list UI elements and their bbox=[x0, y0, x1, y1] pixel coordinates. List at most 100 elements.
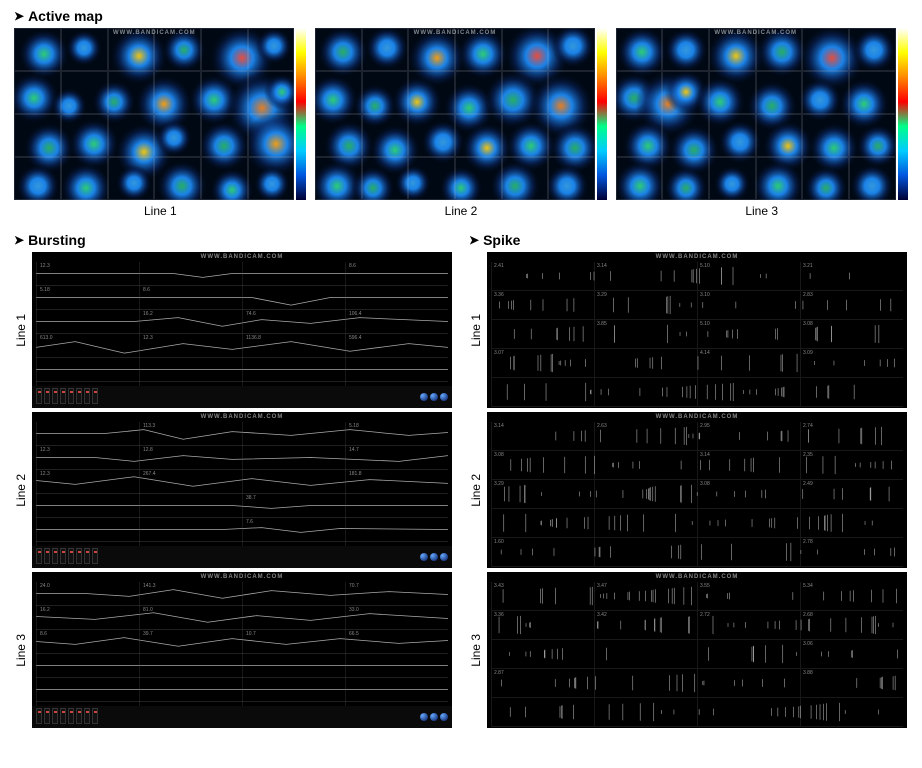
burst-cell-value: 12.3 bbox=[40, 263, 50, 269]
colorbar-3 bbox=[898, 28, 908, 200]
heatmap-1: WWW.BANDICAM.COM bbox=[14, 28, 294, 200]
burst-line-label: Line 3 bbox=[14, 634, 28, 667]
spike-cell-value: 3.21 bbox=[803, 263, 813, 269]
burst-cell-value: 16.2 bbox=[143, 311, 153, 317]
watermark: WWW.BANDICAM.COM bbox=[113, 30, 196, 36]
spike-cell-value: 4.14 bbox=[700, 350, 710, 356]
spike-cell-value: 2.74 bbox=[803, 423, 813, 429]
spike-cell-value: 3.10 bbox=[700, 292, 710, 298]
heatmap-label: Line 2 bbox=[445, 204, 478, 218]
burst-cell-value: 267.4 bbox=[143, 471, 156, 477]
burst-cell-value: 12.3 bbox=[143, 335, 153, 341]
burst-panel: WWW.BANDICAM.COM24.0141.370.716.281.033.… bbox=[32, 572, 452, 728]
heatmap-label: Line 3 bbox=[745, 204, 778, 218]
spike-line-label: Line 3 bbox=[469, 634, 483, 667]
burst-cell-value: 24.0 bbox=[40, 583, 50, 589]
bursting-panels: Line 1WWW.BANDICAM.COM12.38.65.188.616.2… bbox=[14, 252, 453, 732]
spike-cell-value: 2.41 bbox=[494, 263, 504, 269]
burst-cell-value: 113.3 bbox=[143, 423, 155, 429]
burst-cell-value: 5.18 bbox=[349, 423, 359, 429]
spike-cell-value: 2.35 bbox=[803, 452, 813, 458]
spike-cell-value: 2.87 bbox=[494, 670, 504, 676]
burst-cell-value: 596.4 bbox=[349, 335, 362, 341]
active-map-item: WWW.BANDICAM.COM Line 3 bbox=[615, 28, 908, 218]
active-maps-row: WWW.BANDICAM.COMLine 1WWW.BANDICAM.COMLi… bbox=[14, 28, 908, 218]
control-dots[interactable] bbox=[420, 548, 448, 566]
bursting-title: Bursting bbox=[28, 232, 86, 248]
spike-cell-value: 3.42 bbox=[597, 612, 607, 618]
spike-cell-value: 3.43 bbox=[494, 583, 504, 589]
spike-line-label: Line 1 bbox=[469, 314, 483, 347]
burst-footer bbox=[32, 386, 452, 408]
spike-cell-value: 3.14 bbox=[700, 452, 710, 458]
spike-cell-value: 3.36 bbox=[494, 612, 504, 618]
burst-cell-value: 106.4 bbox=[349, 311, 362, 317]
spike-cell-value: 3.85 bbox=[597, 321, 607, 327]
spike-cell-value: 3.08 bbox=[700, 481, 710, 487]
colorbar-1 bbox=[296, 28, 306, 200]
spike-cell-value: 3.55 bbox=[700, 583, 710, 589]
spike-cell-value: 5.10 bbox=[700, 321, 710, 327]
spike-cell-value: 2.63 bbox=[597, 423, 607, 429]
burst-cell-value: 33.0 bbox=[349, 607, 359, 613]
watermark: WWW.BANDICAM.COM bbox=[201, 574, 284, 580]
spike-panel: WWW.BANDICAM.COM2.413.145.103.213.363.29… bbox=[487, 252, 907, 408]
active-map-header: ➤ Active map bbox=[14, 8, 908, 24]
spike-cell-value: 3.06 bbox=[803, 641, 813, 647]
heatmap-2: WWW.BANDICAM.COM bbox=[315, 28, 595, 200]
chevron-right-icon: ➤ bbox=[14, 9, 24, 23]
spike-cell-value: 3.47 bbox=[597, 583, 607, 589]
spike-cell-value: 1.60 bbox=[494, 539, 504, 545]
spike-cell-value: 2.95 bbox=[700, 423, 710, 429]
burst-cell-value: 141.3 bbox=[143, 583, 156, 589]
spike-cell-value: 3.88 bbox=[803, 670, 813, 676]
burst-cell-value: 181.8 bbox=[349, 471, 362, 477]
burst-cell-value: 8.6 bbox=[349, 263, 356, 269]
watermark: WWW.BANDICAM.COM bbox=[656, 414, 739, 420]
burst-cell-value: 12.3 bbox=[40, 471, 50, 477]
spike-cell-value: 3.29 bbox=[597, 292, 607, 298]
active-map-title: Active map bbox=[28, 8, 103, 24]
burst-footer bbox=[32, 706, 452, 728]
spike-line-label: Line 2 bbox=[469, 474, 483, 507]
burst-cell-value: 1136.8 bbox=[246, 335, 261, 341]
bursting-column: ➤ Bursting Line 1WWW.BANDICAM.COM12.38.6… bbox=[14, 232, 453, 732]
spike-cell-value: 3.29 bbox=[494, 481, 504, 487]
colorbar-2 bbox=[597, 28, 607, 200]
spike-panel: WWW.BANDICAM.COM 3.14 2.63 2.95 2.74 3.08 3.14… bbox=[487, 412, 907, 568]
spike-cell-value: 3.08 bbox=[494, 452, 504, 458]
watermark: WWW.BANDICAM.COM bbox=[201, 254, 284, 260]
spike-cell-value: 3.08 bbox=[803, 321, 813, 327]
chevron-right-icon: ➤ bbox=[14, 233, 24, 247]
spike-cell-value: 2.68 bbox=[803, 612, 813, 618]
burst-panel: WWW.BANDICAM.COM113.35.1812.312.814.712.… bbox=[32, 412, 452, 568]
spike-panels: Line 1 WWW.BANDICAM.COM 2.41 3.14 5.10 3.21 3.… bbox=[469, 252, 908, 732]
burst-cell-value: 8.6 bbox=[143, 287, 150, 293]
heatmap-3: WWW.BANDICAM.COM bbox=[616, 28, 896, 200]
burst-cell-value: 39.7 bbox=[143, 631, 153, 637]
burst-cell-value: 12.8 bbox=[143, 447, 153, 453]
burst-cell-value: 81.0 bbox=[143, 607, 153, 613]
control-dots[interactable] bbox=[420, 708, 448, 726]
spike-cell-value: 3.09 bbox=[803, 350, 813, 356]
spike-cell-value: 3.36 bbox=[494, 292, 504, 298]
spike-cell-value: 3.14 bbox=[494, 423, 504, 429]
spike-header: ➤ Spike bbox=[469, 232, 908, 248]
burst-footer bbox=[32, 546, 452, 568]
active-map-item: WWW.BANDICAM.COMLine 1 bbox=[14, 28, 307, 218]
burst-cell-value: 613.0 bbox=[40, 335, 53, 341]
watermark: WWW.BANDICAM.COM bbox=[714, 30, 797, 36]
burst-cell-value: 74.6 bbox=[246, 311, 256, 317]
spike-cell-value: 5.10 bbox=[700, 263, 710, 269]
spike-cell-value: 2.49 bbox=[803, 481, 813, 487]
active-map-item: WWW.BANDICAM.COM Line 2 bbox=[315, 28, 608, 218]
control-dots[interactable] bbox=[420, 388, 448, 406]
burst-cell-value: 10.7 bbox=[246, 631, 256, 637]
burst-cell-value: 38.7 bbox=[246, 495, 256, 501]
burst-line-label: Line 2 bbox=[14, 474, 28, 507]
watermark: WWW.BANDICAM.COM bbox=[656, 254, 739, 260]
bursting-header: ➤ Bursting bbox=[14, 232, 453, 248]
spike-cell-value: 2.78 bbox=[803, 539, 813, 545]
spike-cell-value: 5.34 bbox=[803, 583, 813, 589]
spike-cell-value: 2.72 bbox=[700, 612, 710, 618]
